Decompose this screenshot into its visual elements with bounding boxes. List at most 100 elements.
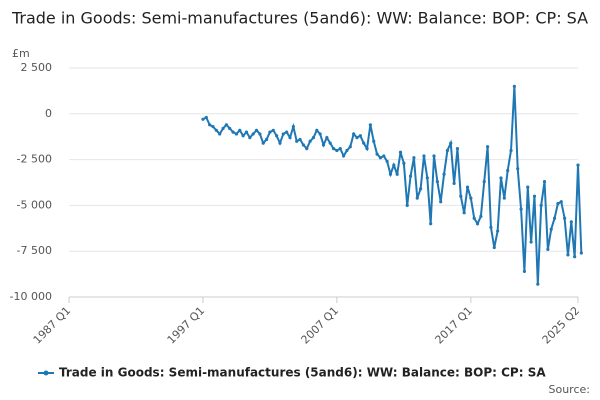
data-point <box>321 143 326 147</box>
data-point <box>372 139 376 143</box>
data-point <box>552 216 557 220</box>
data-point <box>385 159 389 164</box>
data-point <box>382 154 386 158</box>
data-point <box>218 132 222 136</box>
data-point <box>559 200 563 204</box>
data-point <box>375 152 379 156</box>
source: Source: <box>549 383 591 396</box>
data-point <box>415 196 419 200</box>
y-unit: £m <box>12 47 30 60</box>
data-point <box>519 207 523 211</box>
chart-title: Trade in Goods: Semi-manufactures (5and6… <box>11 9 588 28</box>
data-point <box>539 203 543 207</box>
data-point <box>496 229 500 233</box>
data-point <box>234 132 239 136</box>
data-point <box>398 150 403 154</box>
data-point <box>251 132 255 136</box>
data-point <box>419 187 423 191</box>
data-point <box>315 128 319 132</box>
y-tick-label: -10 000 <box>10 290 52 303</box>
data-point <box>569 220 573 224</box>
data-point <box>298 137 302 142</box>
data-point <box>462 211 466 215</box>
data-point <box>532 194 537 198</box>
data-point <box>499 176 503 180</box>
data-point <box>368 123 372 127</box>
data-point <box>311 136 316 140</box>
data-point <box>275 134 279 138</box>
data-point <box>579 251 583 255</box>
legend-marker <box>43 370 49 376</box>
data-point <box>228 126 232 131</box>
data-point <box>288 136 292 140</box>
data-point <box>439 200 443 204</box>
data-point <box>335 148 339 153</box>
data-point <box>328 141 332 145</box>
data-point <box>204 115 208 120</box>
data-point <box>392 163 396 167</box>
data-point <box>254 128 259 132</box>
data-point <box>331 147 336 151</box>
data-point <box>408 174 413 178</box>
data-point <box>563 216 567 220</box>
data-point <box>355 136 359 140</box>
data-point <box>338 147 342 151</box>
data-point <box>405 203 409 207</box>
data-point <box>479 214 483 218</box>
data-point <box>341 154 346 158</box>
data-point <box>566 253 570 257</box>
y-tick-label: -5 000 <box>17 198 52 211</box>
data-point <box>214 128 218 132</box>
data-point <box>358 134 362 138</box>
data-point <box>241 134 245 138</box>
data-point <box>308 139 312 143</box>
data-point <box>352 132 356 136</box>
legend-label: Trade in Goods: Semi-manufactures (5and6… <box>59 366 546 380</box>
data-point <box>475 222 480 226</box>
y-tick-label: -2 500 <box>17 153 52 166</box>
data-point <box>442 172 446 176</box>
y-tick-label: 0 <box>45 107 52 120</box>
data-point <box>509 148 513 153</box>
data-point <box>224 123 228 127</box>
data-point <box>231 130 235 134</box>
data-point <box>301 143 306 147</box>
data-point <box>516 167 520 171</box>
data-point <box>455 147 460 151</box>
data-point <box>378 156 383 160</box>
y-tick-label: -7 500 <box>17 244 52 257</box>
data-point <box>482 179 486 184</box>
x-tick-label: 1997 Q1 <box>165 304 208 347</box>
data-point <box>526 185 530 189</box>
data-point <box>281 132 285 136</box>
x-tick-label: 1987 Q1 <box>31 304 74 347</box>
data-point <box>452 181 456 186</box>
data-point <box>268 130 272 134</box>
data-point <box>221 126 225 131</box>
data-point <box>348 145 352 149</box>
data-point <box>506 168 510 173</box>
y-tick-label: 2 500 <box>21 61 53 74</box>
data-point <box>271 128 275 132</box>
data-point <box>465 185 470 189</box>
data-point <box>295 139 299 143</box>
data-point <box>472 216 476 220</box>
data-point <box>485 145 490 149</box>
data-point <box>425 176 429 180</box>
data-point <box>325 136 329 140</box>
data-point <box>445 148 450 153</box>
data-point <box>208 123 212 127</box>
data-point <box>489 225 493 229</box>
data-point <box>264 137 269 142</box>
data-point <box>388 172 393 176</box>
data-point <box>285 130 289 134</box>
data-point <box>258 132 262 136</box>
data-point <box>542 179 547 184</box>
data-point <box>502 196 506 200</box>
data-point <box>261 141 265 145</box>
data-point <box>512 84 516 88</box>
data-point <box>211 125 215 129</box>
data-point <box>402 161 406 165</box>
x-tick-label: 2007 Q1 <box>299 304 342 347</box>
